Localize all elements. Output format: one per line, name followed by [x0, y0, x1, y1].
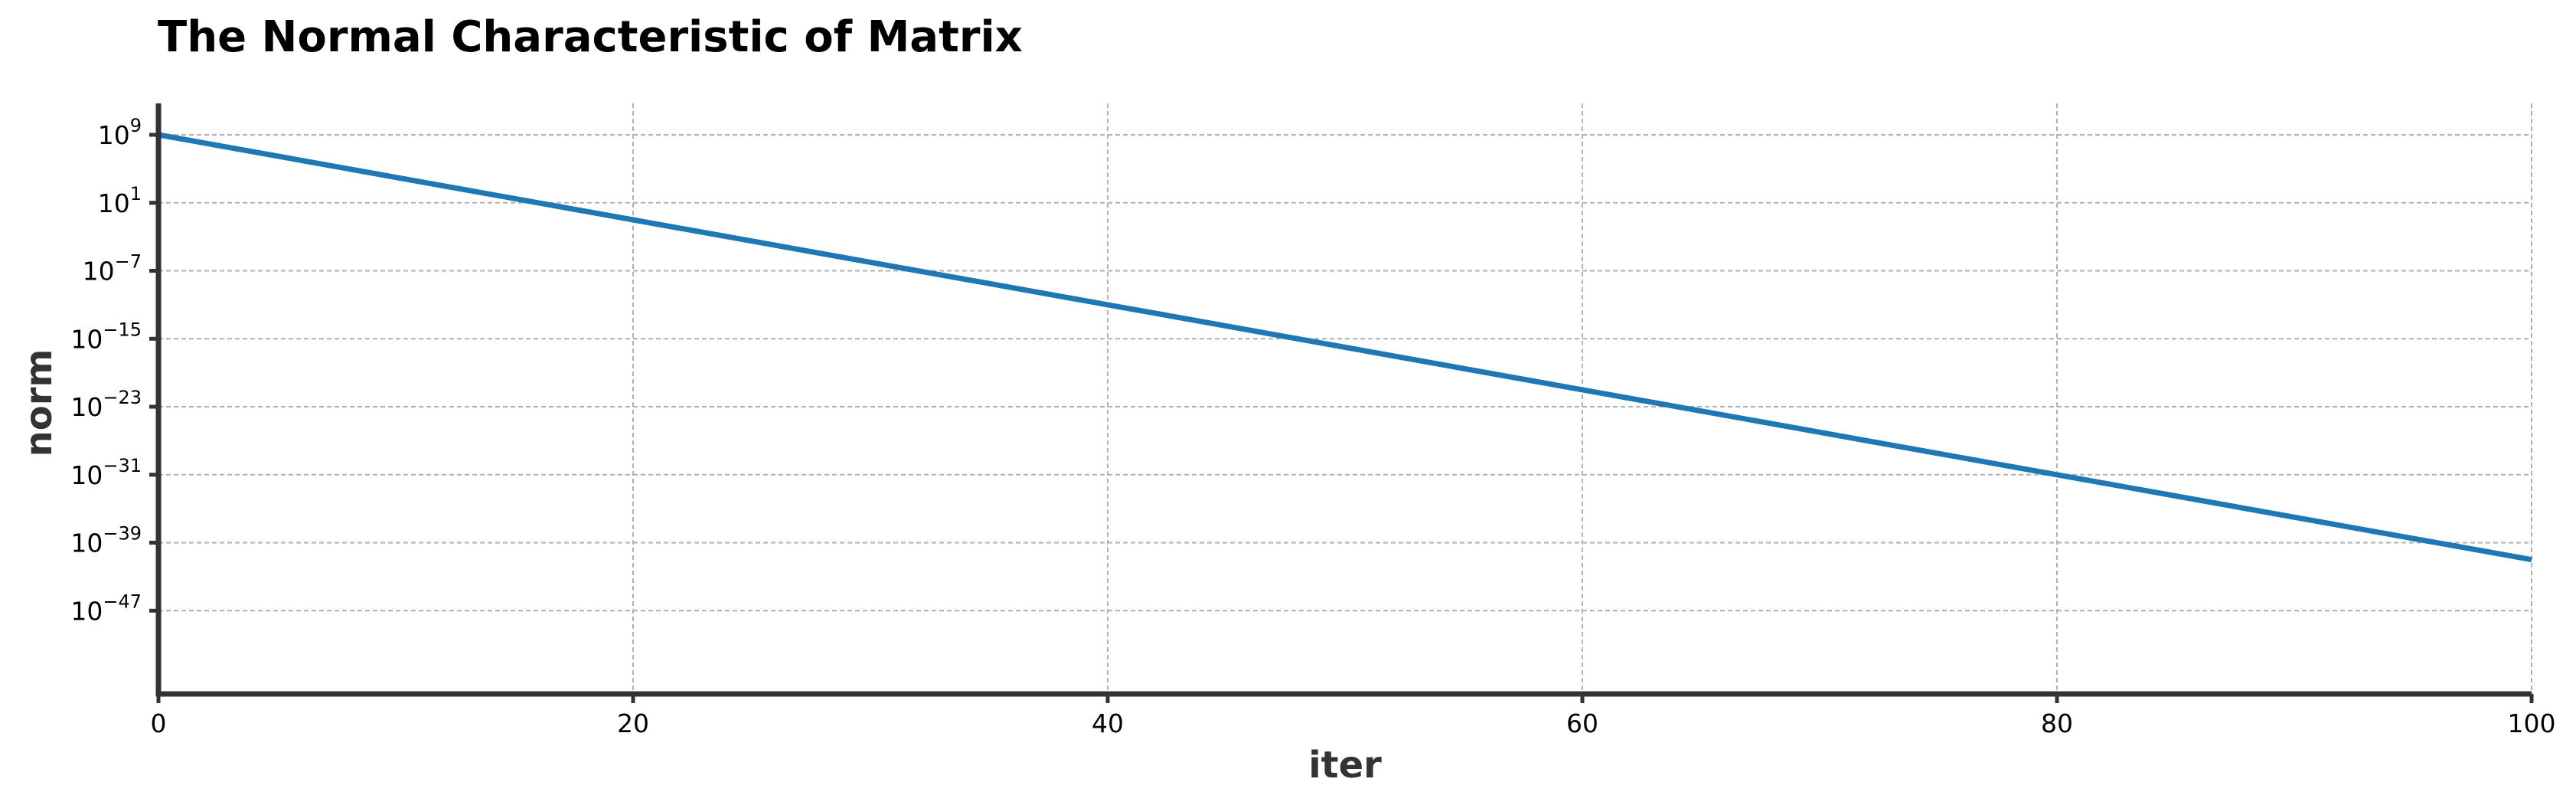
x-tick-label-4: 80	[2041, 708, 2073, 738]
x-tick-label-2: 40	[1092, 708, 1124, 738]
x-tick-label-1: 20	[617, 708, 649, 738]
x-axis-label: iter	[1308, 744, 1382, 787]
x-tick-label-0: 0	[151, 708, 167, 738]
y-tick-label-0: 109	[98, 115, 142, 150]
chart-title: The Normal Characteristic of Matrix	[158, 12, 1023, 62]
axes-spines	[155, 103, 2532, 697]
y-tick-label-3: 10−15	[70, 319, 142, 354]
y-tick-label-7: 10−47	[70, 591, 142, 626]
y-tick-label-4: 10−23	[70, 387, 142, 422]
y-tick-label-6: 10−39	[70, 523, 142, 558]
series-group	[158, 132, 2532, 563]
y-axis-ticks: 109 101 10−7 10−15 10−23 10−31 10−39 10−47	[70, 115, 158, 626]
series-line-0	[158, 132, 2532, 563]
y-tick-label-1: 101	[98, 183, 142, 218]
y-tick-label-5: 10−31	[70, 455, 142, 490]
x-tick-label-3: 60	[1566, 708, 1598, 738]
y-axis-label: norm	[18, 349, 60, 457]
grid	[158, 103, 2532, 694]
x-tick-label-5: 100	[2508, 708, 2556, 738]
x-axis-ticks: 0 20 40 60 80 100	[151, 694, 2556, 738]
y-tick-label-2: 10−7	[83, 251, 142, 286]
